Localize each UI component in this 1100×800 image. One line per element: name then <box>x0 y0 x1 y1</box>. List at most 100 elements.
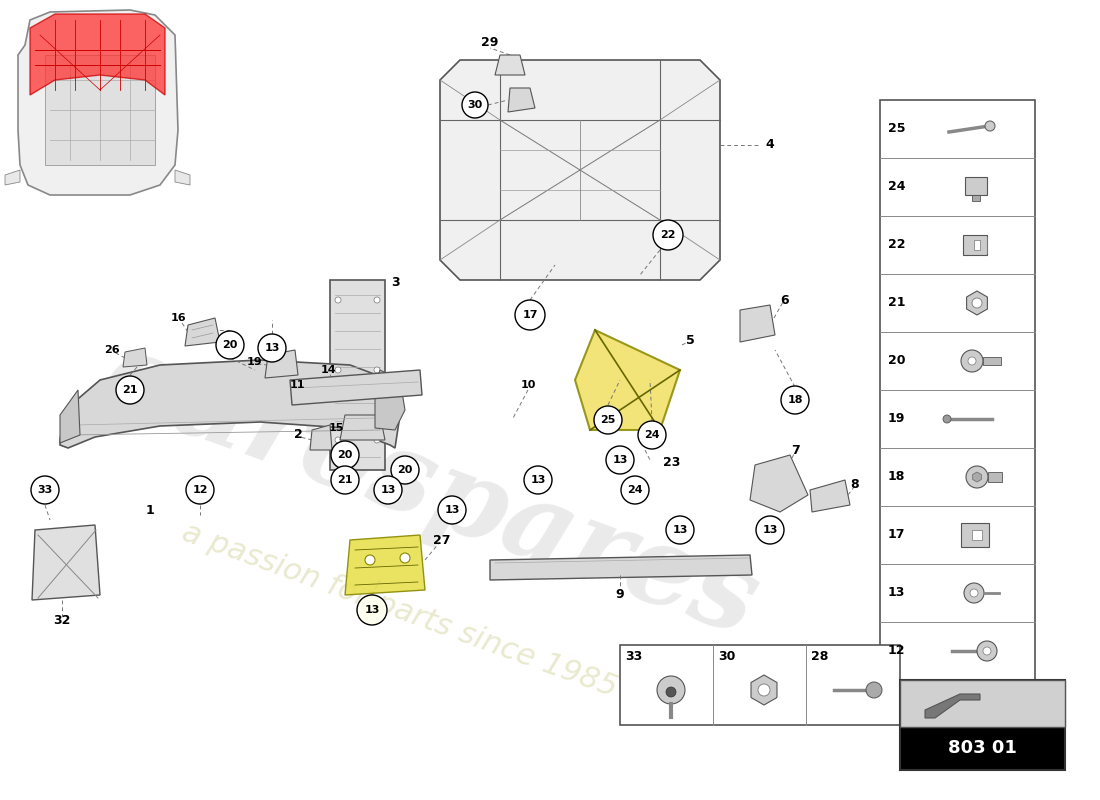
Text: 23: 23 <box>663 455 681 469</box>
Polygon shape <box>345 535 425 595</box>
Text: 19: 19 <box>888 413 905 426</box>
Circle shape <box>462 92 488 118</box>
Polygon shape <box>495 55 525 75</box>
Text: 33: 33 <box>37 485 53 495</box>
Polygon shape <box>123 348 147 367</box>
Circle shape <box>961 350 983 372</box>
Bar <box>620 645 900 725</box>
Bar <box>961 523 989 547</box>
Text: 30: 30 <box>468 100 483 110</box>
Bar <box>900 680 1065 770</box>
Polygon shape <box>290 370 422 405</box>
Circle shape <box>374 297 379 303</box>
Circle shape <box>983 647 991 655</box>
Text: 32: 32 <box>53 614 70 626</box>
Polygon shape <box>750 455 808 512</box>
Text: 8: 8 <box>850 478 859 491</box>
Circle shape <box>968 357 976 365</box>
Circle shape <box>331 466 359 494</box>
Polygon shape <box>185 318 220 346</box>
Circle shape <box>374 476 401 504</box>
Bar <box>965 177 987 195</box>
Bar <box>983 357 1001 365</box>
Circle shape <box>390 456 419 484</box>
Circle shape <box>943 415 951 423</box>
Text: 20: 20 <box>888 354 905 367</box>
Text: 1: 1 <box>145 503 154 517</box>
Circle shape <box>964 583 984 603</box>
Polygon shape <box>925 694 980 718</box>
Circle shape <box>524 466 552 494</box>
Text: 17: 17 <box>888 529 905 542</box>
Text: 17: 17 <box>522 310 538 320</box>
Text: 20: 20 <box>397 465 412 475</box>
Circle shape <box>336 297 341 303</box>
Text: 33: 33 <box>625 650 642 663</box>
Text: 7: 7 <box>791 443 800 457</box>
Text: 3: 3 <box>390 275 399 289</box>
Circle shape <box>758 684 770 696</box>
Text: 22: 22 <box>660 230 675 240</box>
Circle shape <box>781 386 808 414</box>
Text: a passion for parts since 1985: a passion for parts since 1985 <box>178 518 621 702</box>
Circle shape <box>331 441 359 469</box>
Circle shape <box>653 220 683 250</box>
Circle shape <box>31 476 59 504</box>
Polygon shape <box>18 10 178 195</box>
Circle shape <box>638 421 666 449</box>
Polygon shape <box>60 390 80 443</box>
Circle shape <box>621 476 649 504</box>
Polygon shape <box>265 350 298 378</box>
Text: 13: 13 <box>530 475 546 485</box>
Text: 22: 22 <box>888 238 905 251</box>
Polygon shape <box>575 330 680 430</box>
Circle shape <box>984 121 996 131</box>
Polygon shape <box>440 60 720 280</box>
Polygon shape <box>740 305 776 342</box>
Bar <box>900 680 1065 726</box>
Text: 13: 13 <box>672 525 688 535</box>
Circle shape <box>374 437 379 443</box>
Circle shape <box>438 496 466 524</box>
Polygon shape <box>310 425 332 450</box>
Text: 6: 6 <box>781 294 790 306</box>
Polygon shape <box>45 55 155 165</box>
Polygon shape <box>308 380 332 400</box>
Text: 5: 5 <box>685 334 694 346</box>
Text: eurospares: eurospares <box>88 322 772 658</box>
Text: 29: 29 <box>482 35 498 49</box>
Bar <box>972 195 980 201</box>
Polygon shape <box>330 280 385 470</box>
Polygon shape <box>490 555 752 580</box>
Text: 28: 28 <box>811 650 828 663</box>
Polygon shape <box>972 472 981 482</box>
Circle shape <box>966 466 988 488</box>
Bar <box>962 235 987 255</box>
Circle shape <box>606 446 634 474</box>
Circle shape <box>977 641 997 661</box>
Circle shape <box>358 595 387 625</box>
Text: 18: 18 <box>788 395 803 405</box>
Circle shape <box>116 376 144 404</box>
Text: 12: 12 <box>192 485 208 495</box>
Text: 13: 13 <box>364 605 380 615</box>
Circle shape <box>336 367 341 373</box>
Text: 24: 24 <box>645 430 660 440</box>
Polygon shape <box>810 480 850 512</box>
Text: 16: 16 <box>170 313 186 323</box>
Text: 20: 20 <box>338 450 353 460</box>
Polygon shape <box>967 291 988 315</box>
Polygon shape <box>60 360 400 448</box>
Polygon shape <box>375 370 405 430</box>
Text: 21: 21 <box>122 385 138 395</box>
Text: 25: 25 <box>888 122 905 135</box>
Bar <box>972 530 982 540</box>
Circle shape <box>756 516 784 544</box>
Text: 24: 24 <box>888 181 905 194</box>
Bar <box>880 100 1035 680</box>
Text: 27: 27 <box>433 534 451 546</box>
Circle shape <box>365 555 375 565</box>
Circle shape <box>186 476 214 504</box>
Text: 12: 12 <box>888 645 905 658</box>
Circle shape <box>400 553 410 563</box>
